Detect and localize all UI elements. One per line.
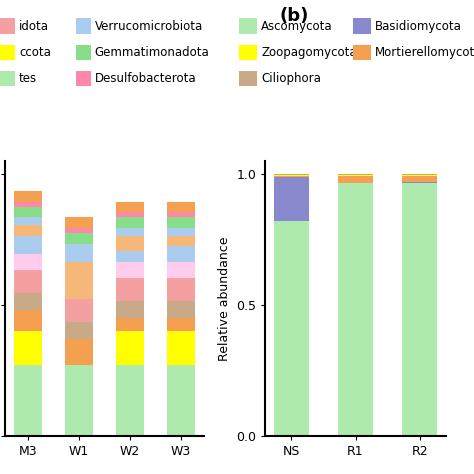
Bar	[14, 310, 42, 331]
Bar	[338, 175, 373, 183]
Bar	[167, 228, 195, 236]
Bar	[167, 278, 195, 301]
Text: ccota: ccota	[19, 46, 51, 59]
Text: Zoopagomycota: Zoopagomycota	[261, 46, 357, 59]
Bar	[116, 236, 144, 252]
Bar	[167, 262, 195, 278]
Bar	[14, 236, 42, 254]
Bar	[116, 331, 144, 365]
Bar	[14, 254, 42, 270]
Bar	[116, 301, 144, 318]
Bar	[14, 293, 42, 310]
Bar	[65, 365, 93, 436]
Text: Verrucomicrobiota: Verrucomicrobiota	[95, 19, 203, 33]
Bar	[65, 218, 93, 228]
Bar	[116, 365, 144, 436]
Bar	[402, 174, 438, 175]
Bar	[65, 233, 93, 244]
Text: Gemmatimonadota: Gemmatimonadota	[95, 46, 210, 59]
Text: (b): (b)	[279, 7, 309, 25]
Bar	[167, 331, 195, 365]
Y-axis label: Relative abundance: Relative abundance	[218, 237, 231, 361]
Bar	[14, 218, 42, 225]
Bar	[14, 207, 42, 218]
Bar	[14, 331, 42, 365]
Bar	[116, 318, 144, 331]
Bar	[167, 212, 195, 218]
Bar	[402, 182, 438, 436]
Bar	[167, 246, 195, 262]
Bar	[116, 262, 144, 278]
Bar	[338, 183, 373, 436]
Text: Mortierellomycota: Mortierellomycota	[375, 46, 474, 59]
Text: Desulfobacterota: Desulfobacterota	[95, 72, 196, 85]
Bar	[273, 221, 309, 436]
Text: idota: idota	[19, 19, 49, 33]
Bar	[167, 301, 195, 318]
Text: Basidiomycota: Basidiomycota	[375, 19, 462, 33]
Bar	[14, 202, 42, 207]
Bar	[65, 299, 93, 322]
Bar	[14, 270, 42, 293]
Bar	[273, 174, 309, 175]
Bar	[116, 212, 144, 218]
Bar	[116, 228, 144, 236]
Bar	[116, 278, 144, 301]
Bar	[167, 202, 195, 212]
Bar	[273, 175, 309, 177]
Bar	[338, 174, 373, 175]
Bar	[65, 322, 93, 339]
Bar	[273, 177, 309, 221]
Bar	[116, 252, 144, 262]
Bar	[14, 191, 42, 202]
Text: Ciliophora: Ciliophora	[261, 72, 321, 85]
Bar	[65, 262, 93, 299]
Bar	[14, 225, 42, 236]
Text: tes: tes	[19, 72, 37, 85]
Bar	[167, 318, 195, 331]
Bar	[65, 244, 93, 262]
Bar	[167, 236, 195, 246]
Bar	[402, 175, 438, 182]
Bar	[65, 228, 93, 233]
Bar	[14, 365, 42, 436]
Bar	[116, 218, 144, 228]
Text: Ascomycota: Ascomycota	[261, 19, 333, 33]
Bar	[65, 339, 93, 365]
Bar	[116, 202, 144, 212]
Bar	[167, 218, 195, 228]
Bar	[167, 365, 195, 436]
